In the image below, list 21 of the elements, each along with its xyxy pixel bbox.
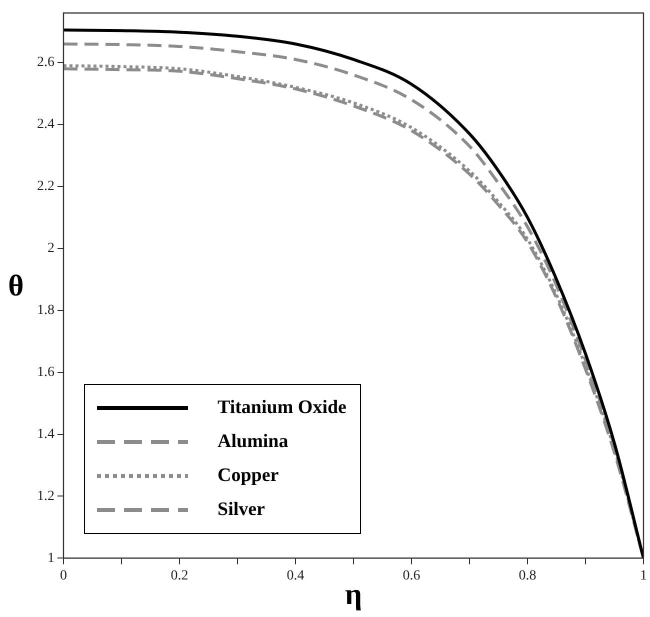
x-axis-title: η (344, 578, 362, 611)
x-tick-label: 0.8 (518, 568, 536, 584)
x-tick-label: 0.6 (402, 568, 420, 584)
x-tick-label: 0.4 (286, 568, 304, 584)
y-tick-label: 2 (48, 241, 54, 256)
x-tick-label: 1 (640, 568, 647, 584)
y-tick-label: 2.4 (37, 117, 54, 132)
y-axis-title: θ (8, 269, 24, 302)
legend-label: Alumina (218, 431, 288, 454)
x-tick-label: 0 (60, 568, 67, 584)
y-tick-label: 1.8 (37, 303, 54, 318)
y-tick-label: 2.6 (37, 55, 54, 70)
y-tick-label: 1.6 (37, 365, 54, 380)
x-tick-label: 0.2 (170, 568, 188, 584)
legend-label: Titanium Oxide (218, 397, 346, 420)
y-tick-label: 1 (48, 550, 54, 566)
y-tick-label: 1.4 (37, 426, 54, 442)
legend-label: Silver (218, 499, 265, 522)
y-tick-label: 2.2 (37, 179, 54, 194)
y-tick-label: 1.2 (37, 488, 54, 504)
legend-label: Copper (218, 465, 279, 488)
